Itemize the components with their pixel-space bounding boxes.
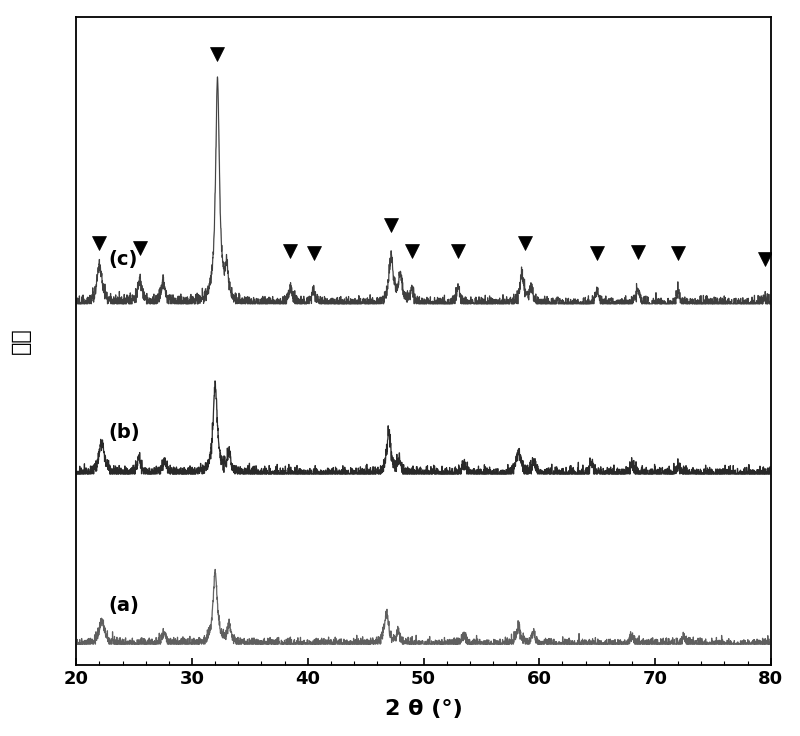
Text: (b): (b) [109,423,140,442]
Text: (a): (a) [109,596,139,615]
X-axis label: 2 θ (°): 2 θ (°) [385,699,462,719]
Text: 强度: 强度 [10,328,30,355]
Text: (c): (c) [109,250,138,269]
